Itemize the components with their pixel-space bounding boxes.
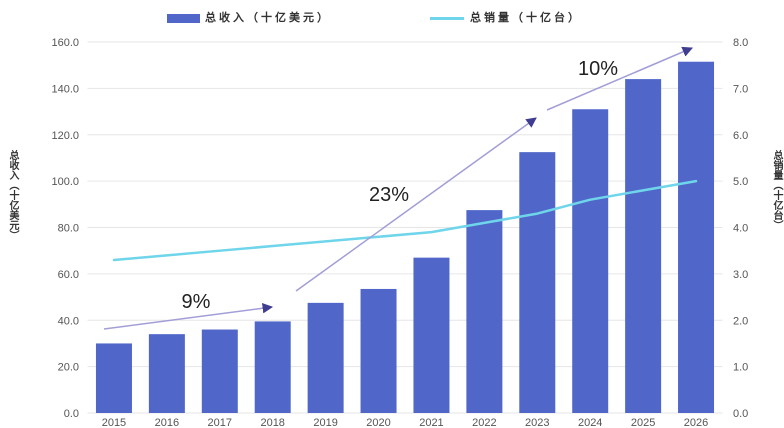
left-tick-label: 140.0 [51, 83, 79, 95]
left-tick-label: 0.0 [64, 408, 79, 420]
left-tick-label: 100.0 [51, 176, 79, 188]
left-axis-title: 总收入（十亿美元） [7, 150, 18, 240]
legend-bar-swatch [167, 14, 200, 23]
x-tick-label: 2024 [578, 417, 602, 428]
x-tick-label: 2023 [525, 417, 549, 428]
x-tick-label: 2020 [366, 417, 390, 428]
growth-label-2: 23% [369, 184, 409, 206]
growth-label-1: 9% [182, 291, 211, 313]
revenue-bar [254, 321, 291, 413]
revenue-bar [95, 343, 132, 413]
revenue-bar [201, 329, 238, 413]
x-tick-label: 2016 [155, 417, 179, 428]
right-tick-label: 2.0 [733, 315, 748, 327]
gridlines [87, 41, 723, 414]
left-tick-label: 60.0 [58, 269, 79, 281]
revenue-bar [519, 152, 556, 413]
x-tick-label: 2021 [419, 417, 443, 428]
left-tick-label: 40.0 [58, 315, 79, 327]
revenue-bar [572, 109, 609, 414]
right-tick-label: 6.0 [733, 130, 748, 142]
shipments-line [112, 179, 698, 262]
revenue-bar [360, 288, 397, 413]
x-tick-label: 2018 [260, 417, 284, 428]
legend-bar-label: 总收入（十亿美元） [205, 11, 331, 24]
right-tick-label: 0.0 [733, 408, 748, 420]
x-tick-label: 2015 [102, 417, 126, 428]
growth-arrow-3 [546, 46, 693, 111]
x-tick-label: 2025 [631, 417, 655, 428]
revenue-bar [307, 302, 344, 413]
right-tick-label: 1.0 [733, 362, 748, 374]
left-tick-label: 80.0 [58, 223, 79, 235]
x-axis-ticks: 2015 2016 2017 2018 2019 2020 2021 2022 2023 2024… [102, 417, 709, 428]
revenue-bar [678, 61, 715, 413]
right-tick-label: 5.0 [733, 176, 748, 188]
growth-label-3: 10% [578, 58, 618, 80]
revenue-bars [95, 61, 715, 414]
growth-arrow-1 [103, 303, 274, 330]
growth-arrow-2 [295, 117, 537, 292]
x-tick-label: 2019 [313, 417, 337, 428]
left-axis-ticks: 0.0 20.0 40.0 60.0 80.0 100.0 120.0 140.0 160.0 [51, 37, 79, 420]
revenue-bar [413, 257, 450, 413]
growth-annotations: 9% 23% 10% [103, 46, 693, 330]
legend-line-label: 总销量（十亿台） [470, 11, 582, 24]
right-axis-ticks: 0.0 1.0 2.0 3.0 4.0 5.0 6.0 7.0 8.0 [733, 37, 748, 420]
x-tick-label: 2026 [684, 417, 708, 428]
legend-line-swatch [430, 17, 464, 20]
x-tick-label: 2022 [472, 417, 496, 428]
revenue-bar [466, 210, 503, 413]
revenue-bar [148, 334, 185, 413]
left-tick-label: 160.0 [51, 37, 79, 49]
left-tick-label: 120.0 [51, 130, 79, 142]
right-tick-label: 8.0 [733, 37, 748, 49]
right-axis-title: 总销量（十亿台） [771, 150, 782, 230]
right-tick-label: 7.0 [733, 83, 748, 95]
x-tick-label: 2017 [208, 417, 232, 428]
revenue-bar [625, 79, 662, 413]
right-tick-label: 4.0 [733, 223, 748, 235]
right-tick-label: 3.0 [733, 269, 748, 281]
left-tick-label: 20.0 [58, 362, 79, 374]
